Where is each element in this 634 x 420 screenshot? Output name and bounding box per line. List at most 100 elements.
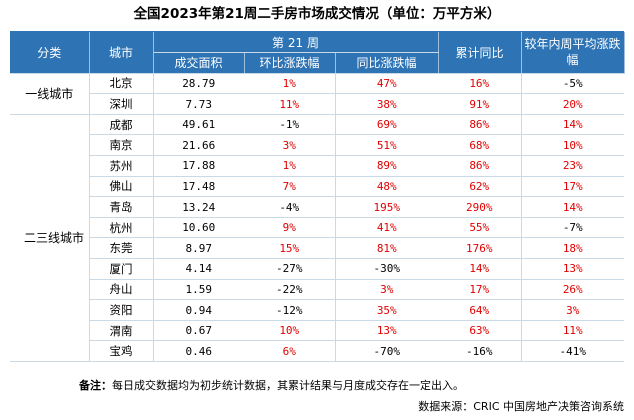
cell-recent-average: 13% <box>521 258 624 280</box>
header-category: 分类 <box>10 32 90 74</box>
cell-yoy: 35% <box>335 299 438 321</box>
cell-mom: 10% <box>244 320 336 342</box>
cell-mom: 9% <box>244 217 336 239</box>
cell-city: 舟山 <box>89 279 154 301</box>
table-row: 二三线城市 成都 49.61 -1% 69% 86% 14% <box>10 114 624 363</box>
cell-yoy: 195% <box>335 196 438 218</box>
cell-city: 青岛 <box>89 196 154 218</box>
table-row: 舟山 1.59 -22% 3% 17% 26% <box>10 279 624 301</box>
cell-volume: 10.60 <box>153 217 244 239</box>
cell-mom: 3% <box>244 134 336 157</box>
cell-recent-average: 20% <box>521 93 624 115</box>
cell-volume: 0.94 <box>153 299 244 321</box>
cell-cumulative-yoy: 86% <box>438 155 522 177</box>
cell-recent-average: 3% <box>521 299 624 321</box>
header-cumulative-yoy: 累计同比 <box>438 32 522 74</box>
header-mom: 环比涨跌幅 <box>244 52 336 74</box>
cell-mom: -4% <box>244 196 336 218</box>
cell-city: 厦门 <box>89 258 154 280</box>
cell-city: 南京 <box>89 134 154 157</box>
cell-cumulative-yoy: 17% <box>438 279 522 301</box>
table-row: 青岛 13.24 -4% 195% 290% 14% <box>10 196 624 218</box>
header-volume: 成交面积 <box>153 52 245 74</box>
footnote: 备注：每日成交数据均为初步统计数据，其累计结果与月度成交存在一定出入。 <box>79 377 464 393</box>
cell-city: 渭南 <box>89 320 154 342</box>
cell-yoy: -30% <box>335 258 438 280</box>
cell-volume: 49.61 <box>153 114 244 136</box>
table-row: 宝鸡 0.46 6% -70% -16% -41% <box>10 340 624 362</box>
table-row: 资阳 0.94 -12% 35% 64% 3% <box>10 299 624 321</box>
cell-yoy: 69% <box>335 114 438 136</box>
cell-yoy: 81% <box>335 237 438 260</box>
cell-cumulative-yoy: 68% <box>438 134 522 157</box>
cell-city: 北京 <box>89 73 154 95</box>
cell-cumulative-yoy: 64% <box>438 299 522 321</box>
header-week: 第 21 周 <box>153 32 439 54</box>
cell-city: 佛山 <box>89 176 154 198</box>
cell-mom: 6% <box>244 340 336 362</box>
cell-volume: 13.24 <box>153 196 244 218</box>
cell-mom: 1% <box>244 155 336 177</box>
cell-volume: 1.59 <box>153 279 244 301</box>
data-source: 数据来源：CRIC 中国房地产决策咨询系统 <box>418 400 624 413</box>
cell-recent-average: 26% <box>521 279 624 301</box>
table-row: 渭南 0.67 10% 13% 63% 11% <box>10 320 624 342</box>
cell-yoy: 41% <box>335 217 438 239</box>
cell-recent-average: 23% <box>521 155 624 177</box>
table-title: 全国2023年第21周二手房市场成交情况（单位：万平方米） <box>133 6 501 22</box>
cell-cumulative-yoy: 176% <box>438 237 522 260</box>
cell-city: 成都 <box>89 114 154 136</box>
cell-recent-average: 14% <box>521 196 624 218</box>
group-tier1: 一线城市 <box>10 73 90 115</box>
cell-mom: -1% <box>244 114 336 136</box>
cell-recent-average: -7% <box>521 217 624 239</box>
table-row: 东莞 8.97 15% 81% 176% 18% <box>10 237 624 260</box>
table-row: 杭州 10.60 9% 41% 55% -7% <box>10 217 624 239</box>
cell-cumulative-yoy: 14% <box>438 258 522 280</box>
cell-volume: 7.73 <box>153 93 244 115</box>
cell-volume: 28.79 <box>153 73 244 95</box>
header-yoy: 同比涨跌幅 <box>335 52 439 74</box>
cell-mom: -27% <box>244 258 336 280</box>
cell-yoy: 51% <box>335 134 438 157</box>
cell-city: 苏州 <box>89 155 154 177</box>
cell-yoy: 3% <box>335 279 438 301</box>
transaction-table: 分类 城市 第 21 周 累计同比 较年内周平均涨跌幅 成交面积 环比涨跌幅 同… <box>10 32 625 363</box>
cell-volume: 17.48 <box>153 176 244 198</box>
footnote-text: 每日成交数据均为初步统计数据，其累计结果与月度成交存在一定出入。 <box>112 379 464 392</box>
header-city: 城市 <box>89 32 154 74</box>
cell-mom: 11% <box>244 93 336 115</box>
cell-yoy: 89% <box>335 155 438 177</box>
cell-city: 资阳 <box>89 299 154 321</box>
cell-volume: 4.14 <box>153 258 244 280</box>
group-tier23: 二三线城市 <box>10 114 90 363</box>
cell-volume: 8.97 <box>153 237 244 260</box>
cell-recent-average: 11% <box>521 320 624 342</box>
cell-recent-average: -41% <box>521 340 624 362</box>
table-row: 厦门 4.14 -27% -30% 14% 13% <box>10 258 624 280</box>
table-row: 佛山 17.48 7% 48% 62% 17% <box>10 176 624 198</box>
cell-cumulative-yoy: 91% <box>438 93 522 115</box>
cell-volume: 17.88 <box>153 155 244 177</box>
cell-cumulative-yoy: 290% <box>438 196 522 218</box>
cell-volume: 0.46 <box>153 340 244 362</box>
cell-mom: 15% <box>244 237 336 260</box>
cell-yoy: 13% <box>335 320 438 342</box>
cell-cumulative-yoy: 63% <box>438 320 522 342</box>
cell-recent-average: 14% <box>521 114 624 136</box>
cell-yoy: 48% <box>335 176 438 198</box>
table-body: 一线城市 北京 28.79 1% 47% 16% -5% 深圳 7.73 11% 38% 91% 20%… <box>10 73 624 363</box>
cell-city: 杭州 <box>89 217 154 239</box>
table-row: 苏州 17.88 1% 89% 86% 23% <box>10 155 624 177</box>
cell-city: 深圳 <box>89 93 154 115</box>
cell-recent-average: 17% <box>521 176 624 198</box>
cell-mom: -22% <box>244 279 336 301</box>
cell-yoy: 38% <box>335 93 438 115</box>
cell-recent-average: 10% <box>521 134 624 157</box>
cell-cumulative-yoy: 16% <box>438 73 522 95</box>
header-recent-average: 较年内周平均涨跌幅 <box>521 32 625 74</box>
cell-cumulative-yoy: 55% <box>438 217 522 239</box>
footnote-label: 备注： <box>79 379 112 392</box>
cell-city: 宝鸡 <box>89 340 154 362</box>
table-row: 一线城市 北京 28.79 1% 47% 16% -5% <box>10 73 624 115</box>
